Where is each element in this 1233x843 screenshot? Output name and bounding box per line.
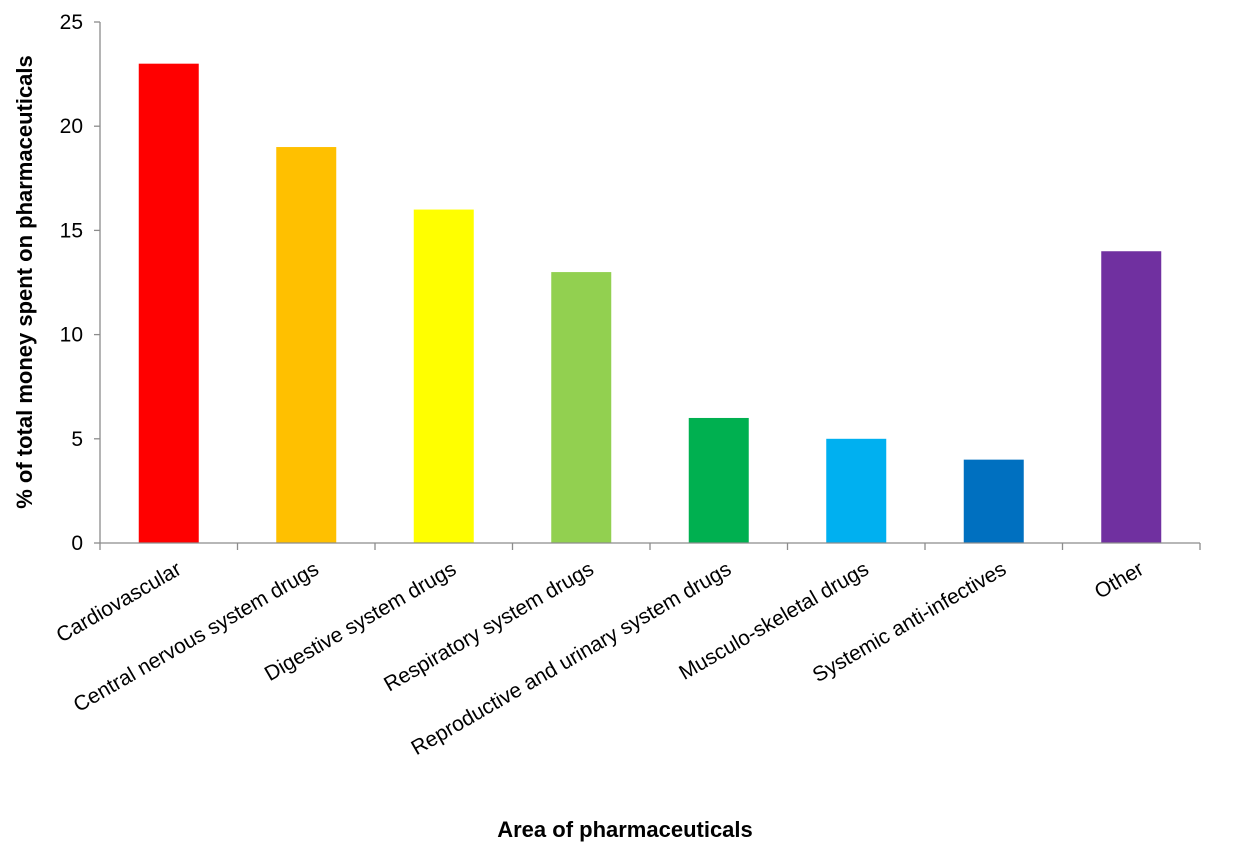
x-category-label: Central nervous system drugs bbox=[70, 557, 323, 716]
bar-4 bbox=[551, 272, 612, 543]
bar-6 bbox=[826, 438, 887, 543]
x-axis-title: Area of pharmaceuticals bbox=[497, 817, 753, 842]
bar-8 bbox=[1101, 251, 1162, 544]
y-tick-label: 15 bbox=[60, 219, 83, 242]
bar-7 bbox=[963, 459, 1024, 543]
y-tick-label: 20 bbox=[60, 115, 83, 138]
bar-1 bbox=[138, 63, 199, 544]
y-tick-label: 5 bbox=[71, 428, 83, 451]
bar-2 bbox=[276, 147, 337, 544]
x-category-label: Cardiovascular bbox=[52, 557, 185, 647]
y-axis-title: % of total money spent on pharmaceutical… bbox=[12, 55, 37, 509]
y-tick-label: 10 bbox=[60, 324, 83, 347]
axes-group bbox=[94, 21, 1201, 550]
bar-3 bbox=[413, 209, 474, 543]
bar-5 bbox=[688, 417, 749, 543]
y-tick-labels: 0 5 10 15 20 25 bbox=[60, 11, 83, 555]
y-tick-label: 0 bbox=[71, 532, 83, 555]
bars-group bbox=[138, 63, 1162, 544]
y-tick-label: 25 bbox=[60, 11, 83, 34]
x-category-label: Other bbox=[1091, 557, 1148, 603]
